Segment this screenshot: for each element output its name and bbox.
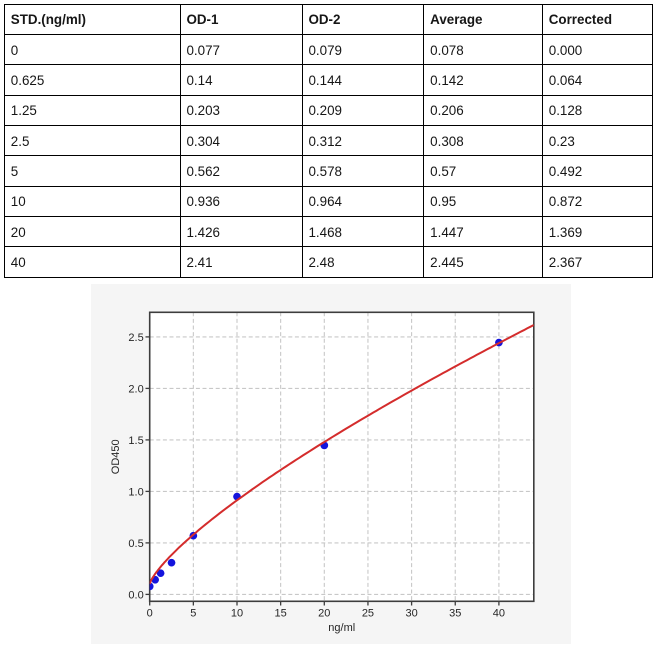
svg-text:0: 0 <box>147 608 153 620</box>
svg-text:25: 25 <box>362 608 374 620</box>
svg-text:15: 15 <box>275 608 287 620</box>
svg-text:OD450: OD450 <box>110 439 122 474</box>
svg-text:5: 5 <box>190 608 196 620</box>
svg-text:40: 40 <box>493 608 505 620</box>
svg-text:20: 20 <box>318 608 330 620</box>
svg-text:35: 35 <box>449 608 461 620</box>
svg-text:2.0: 2.0 <box>128 383 143 395</box>
svg-text:0.0: 0.0 <box>128 589 143 601</box>
svg-text:10: 10 <box>231 608 243 620</box>
svg-text:0.5: 0.5 <box>128 538 143 550</box>
svg-text:2.5: 2.5 <box>128 332 143 344</box>
svg-text:1.0: 1.0 <box>128 486 143 498</box>
svg-text:ng/ml: ng/ml <box>328 622 355 634</box>
svg-text:1.5: 1.5 <box>128 435 143 447</box>
svg-text:30: 30 <box>405 608 417 620</box>
